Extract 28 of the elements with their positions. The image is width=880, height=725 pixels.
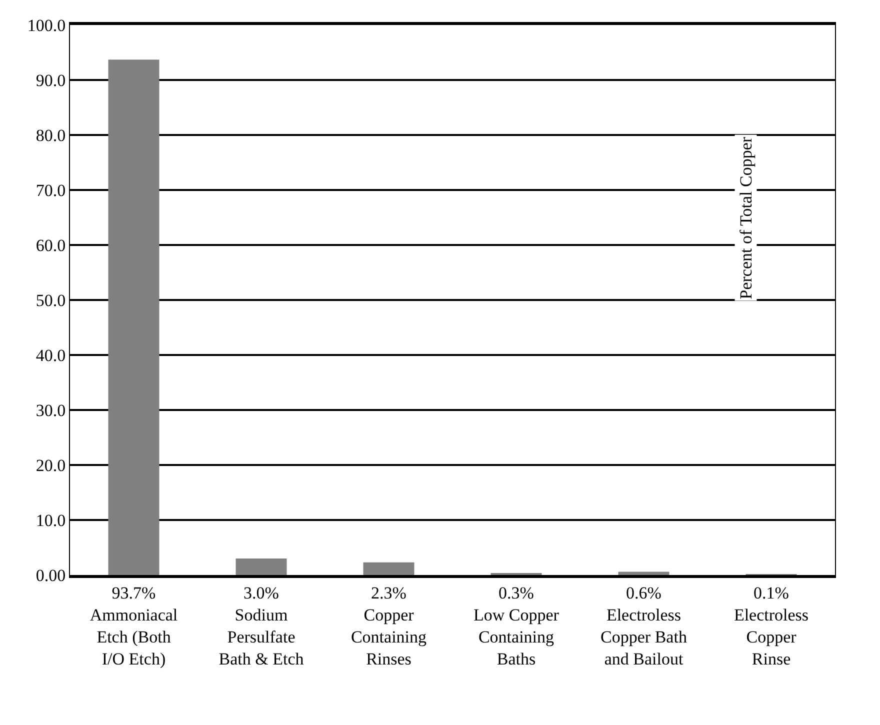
- x-tick-label: Sodium Persulfate Bath & Etch: [218, 606, 304, 669]
- y-tick-label: 50.0: [36, 290, 66, 310]
- data-label: 93.7%: [112, 583, 156, 602]
- bar: [363, 562, 414, 575]
- y-tick-label: 40.0: [36, 346, 66, 365]
- y-tick-label: 70.0: [36, 180, 66, 200]
- y-tick-label: 10.0: [36, 510, 66, 530]
- data-label: 0.1%: [754, 583, 789, 602]
- x-tick-label: Copper Containing Rinses: [350, 606, 428, 669]
- data-label: 3.0%: [244, 583, 279, 602]
- y-tick-label: 80.0: [36, 126, 66, 145]
- y-tick-label: 60.0: [36, 236, 66, 255]
- y-tick-label: 30.0: [36, 400, 66, 420]
- bar: [236, 558, 287, 575]
- y-tick-label: 20.0: [36, 456, 66, 475]
- data-label: 0.3%: [498, 583, 534, 602]
- data-label: 0.6%: [626, 583, 662, 602]
- y-tick-label: 100.0: [27, 16, 66, 35]
- x-tick-label: Electroless Copper Bath and Bailout: [600, 606, 688, 669]
- y-axis-title: Percent of Total Copper: [736, 136, 756, 300]
- bar: [108, 60, 160, 575]
- x-tick-label: Low Copper Containing Baths: [474, 606, 560, 669]
- y-tick-label: 90.0: [36, 70, 66, 90]
- bar: [618, 572, 670, 575]
- y-tick-label: 0.00: [36, 566, 66, 585]
- x-tick-label: Ammoniacal Etch (Both I/O Etch): [90, 606, 178, 669]
- x-tick-label: Electroless Copper Rinse: [734, 606, 809, 669]
- data-label: 2.3%: [371, 583, 406, 602]
